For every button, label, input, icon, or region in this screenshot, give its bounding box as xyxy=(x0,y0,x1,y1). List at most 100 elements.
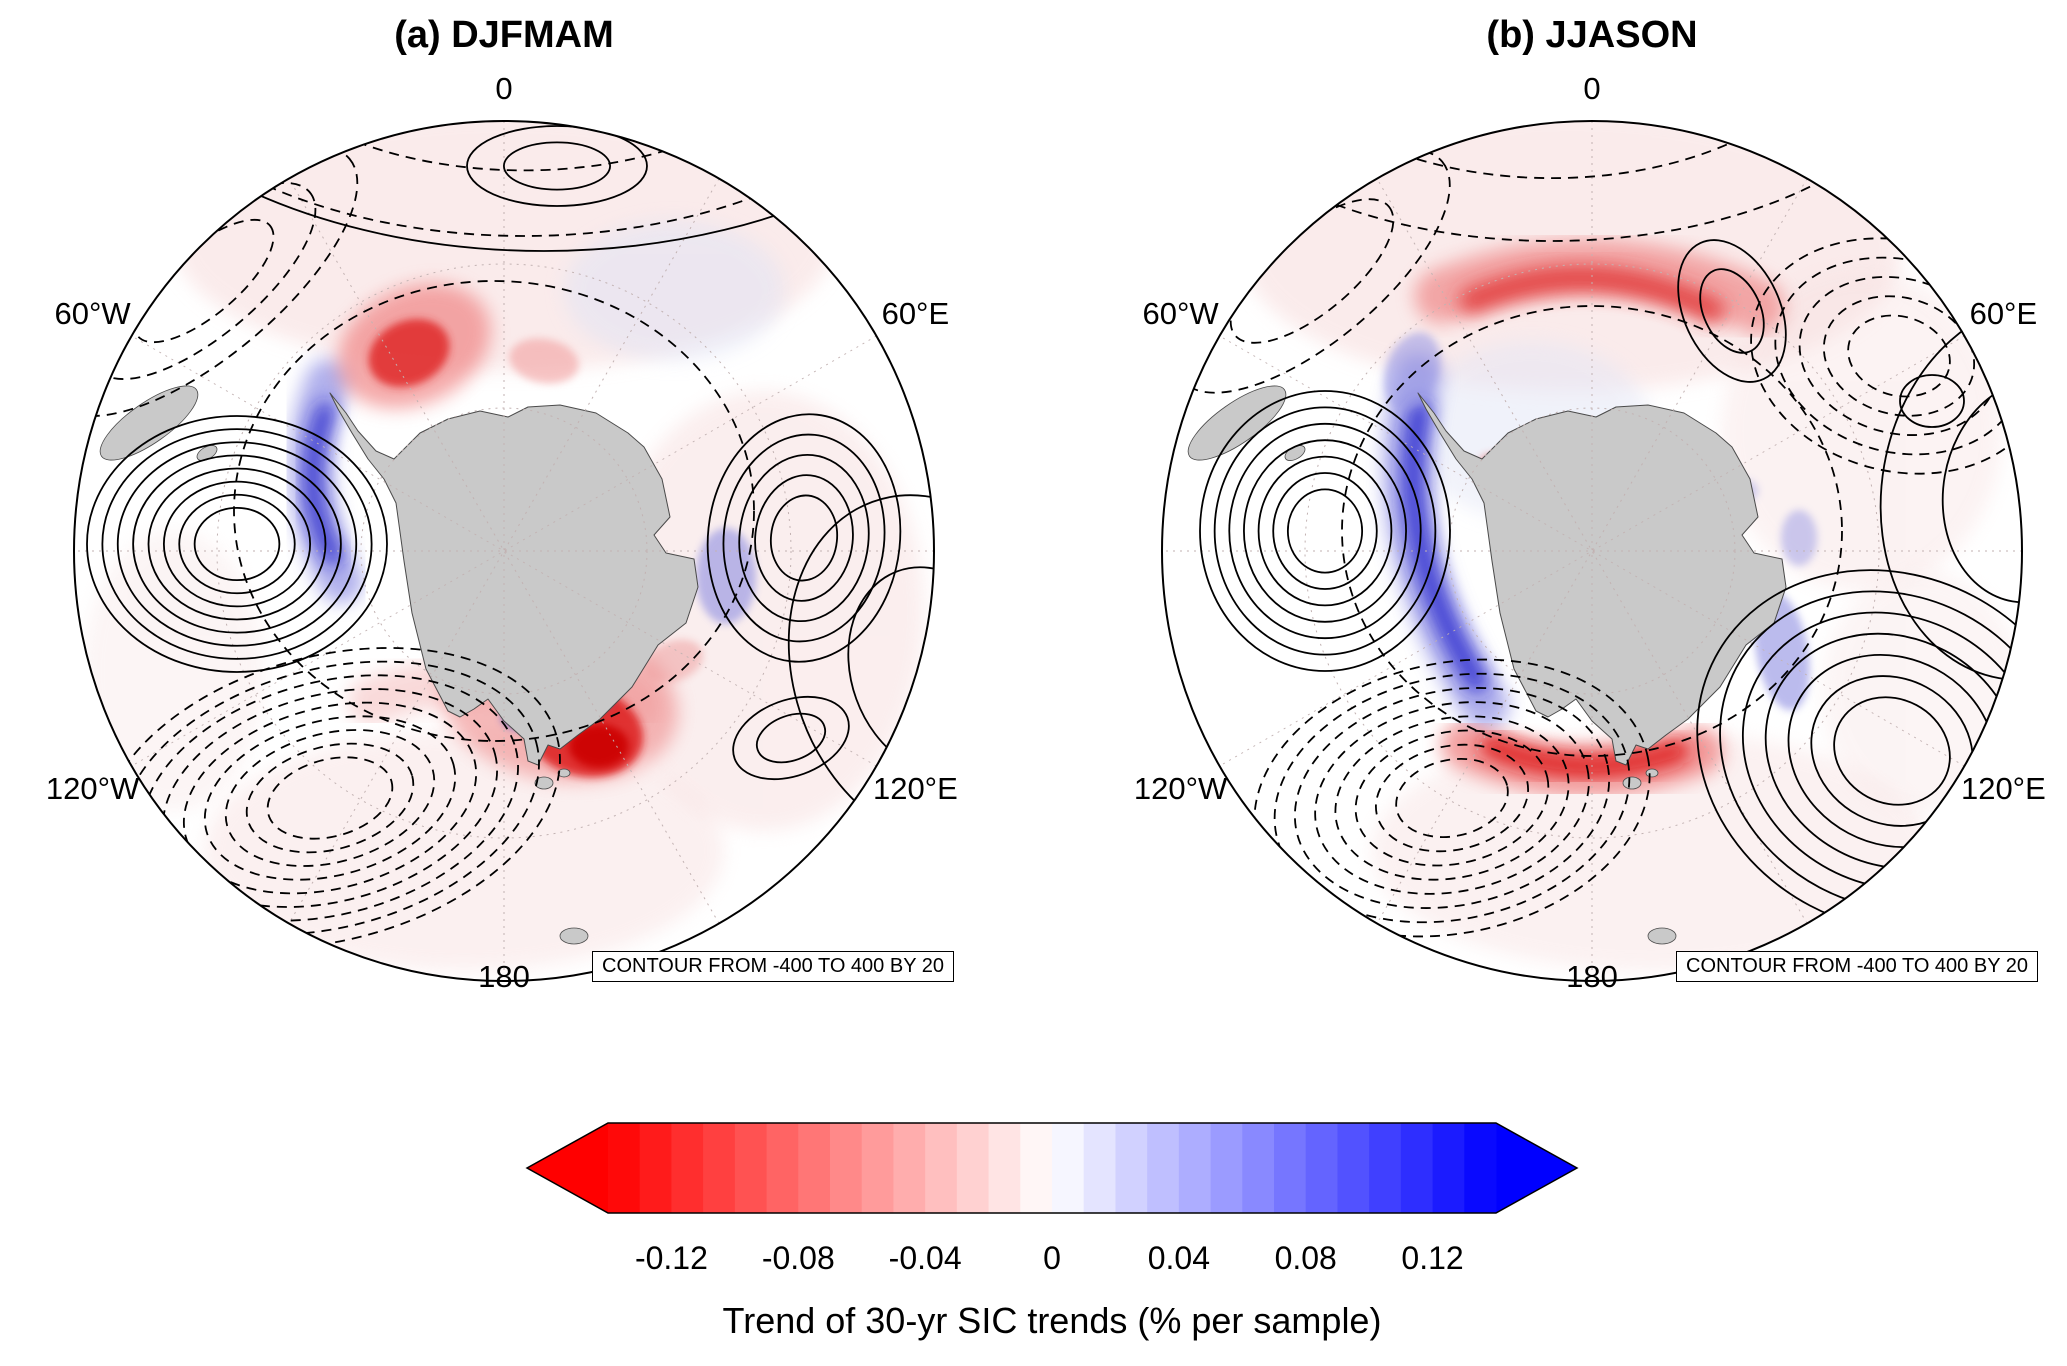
island-landmass xyxy=(99,385,199,461)
colorbar-cell xyxy=(1464,1123,1497,1213)
contour-line-solid xyxy=(1228,422,1422,640)
map-panel-b xyxy=(1162,121,2022,981)
colorbar-tick-label: 0.12 xyxy=(1401,1240,1464,1276)
colorbar-cell xyxy=(608,1123,641,1213)
shading-tint xyxy=(564,221,784,361)
contour-line-dashed xyxy=(266,756,394,840)
colorbar-tick-label: -0.04 xyxy=(888,1240,962,1276)
panel-title-b: (b) JJASON xyxy=(1486,14,1698,56)
map-panel-a xyxy=(74,121,934,981)
lon-label-0-0: 0 xyxy=(495,71,513,106)
colorbar xyxy=(525,1122,1579,1214)
shading-blob xyxy=(569,724,629,768)
contour-line-solid xyxy=(74,121,934,252)
contour-line-dashed xyxy=(103,121,934,237)
contour-line-solid xyxy=(847,566,934,776)
colorbar-cell xyxy=(1083,1123,1116,1213)
contour-note-a: CONTOUR FROM -400 TO 400 BY 20 xyxy=(592,951,954,982)
island-landmass xyxy=(1622,776,1642,790)
contour-line-dashed xyxy=(203,715,457,881)
lon-label-0-3: 180 xyxy=(478,959,530,994)
colorbar-cell xyxy=(830,1123,863,1213)
lon-label-1-0: 0 xyxy=(1583,71,1601,106)
contour-line-solid xyxy=(1879,301,2022,681)
contour-line-dashed xyxy=(141,674,519,922)
colorbar-cell xyxy=(1305,1123,1338,1213)
contour-line-solid xyxy=(738,453,870,623)
map-boundary-circle xyxy=(73,120,935,982)
contour-line-dashed xyxy=(91,182,317,380)
colorbar-ticks: -0.12 -0.08 -0.04 0 0.04 0.08 0.12 xyxy=(0,1240,2067,1284)
contour-line-solid xyxy=(147,467,327,621)
colorbar-cell xyxy=(861,1123,894,1213)
contour-line-solid xyxy=(86,415,388,673)
shading-tint xyxy=(1372,731,1932,971)
contour-line-solid xyxy=(722,433,886,643)
contour-line-dashed xyxy=(1847,314,1951,398)
contour-line-solid xyxy=(1899,374,1965,428)
contour-line-solid xyxy=(178,493,296,595)
contour-line-dashed xyxy=(1750,237,2022,475)
lon-label-0-5: 60°W xyxy=(54,295,131,331)
contour-line-dashed xyxy=(1822,295,1976,417)
lon-label-1-1: 60°E xyxy=(1969,295,2038,331)
contour-line-solid xyxy=(1286,488,1364,574)
lon-label-0-4: 120°W xyxy=(45,770,140,806)
shading-band xyxy=(1459,265,1725,324)
colorbar-cell xyxy=(703,1123,736,1213)
graticule-latitude-circle xyxy=(1304,263,1880,839)
shading-tint xyxy=(204,731,724,971)
antarctica-landmass xyxy=(1417,392,1787,766)
contour-note-b: CONTOUR FROM -400 TO 400 BY 20 xyxy=(1676,951,2038,982)
contour-line-solid xyxy=(116,441,358,647)
contour-line-solid xyxy=(1677,239,1787,383)
contour-line-solid xyxy=(503,141,611,191)
contour-line-dashed xyxy=(1341,305,1843,757)
colorbar-cell xyxy=(1369,1123,1402,1213)
colorbar-tick-label: -0.08 xyxy=(761,1240,835,1276)
shading-tint xyxy=(1722,271,2002,591)
colorbar-cell xyxy=(1178,1123,1212,1213)
shading-tint xyxy=(84,531,264,811)
shading-blob xyxy=(1781,510,1817,566)
colorbar-cell xyxy=(925,1123,958,1213)
contour-line-solid xyxy=(132,454,342,634)
contour-line-solid xyxy=(193,506,281,582)
contour-line-dashed xyxy=(233,280,755,742)
island-landmass xyxy=(1647,927,1677,945)
contour-line-dashed xyxy=(1375,743,1529,853)
contour-line-solid xyxy=(1719,590,2022,912)
contour-line-dashed xyxy=(1354,729,1550,867)
contour-line-solid xyxy=(101,428,373,660)
lon-label-0-1: 60°E xyxy=(881,295,950,331)
colorbar-left-arrow xyxy=(527,1123,608,1213)
contour-line-solid xyxy=(1696,569,2022,933)
contour-line-solid xyxy=(1199,390,1451,672)
colorbar-tick-label: 0.04 xyxy=(1147,1240,1210,1276)
contour-line-solid xyxy=(732,695,850,781)
colorbar-cell xyxy=(1210,1123,1243,1213)
lon-label-0-2: 120°E xyxy=(872,770,958,806)
contour-line-dashed xyxy=(1395,757,1509,839)
map-boundary-circle xyxy=(1161,120,2023,982)
colorbar-caption: Trend of 30-yr SIC trends (% per sample) xyxy=(722,1300,1382,1341)
contour-line-solid xyxy=(1257,455,1393,607)
contour-line-dashed xyxy=(1260,121,1844,180)
colorbar-cell xyxy=(734,1123,768,1213)
contour-line-dashed xyxy=(245,742,415,854)
contour-line-solid xyxy=(754,474,854,602)
contour-line-dashed xyxy=(162,688,498,908)
colorbar-cell xyxy=(798,1123,831,1213)
contour-line-solid xyxy=(466,125,648,207)
island-landmass xyxy=(557,768,571,778)
lon-label-1-4: 120°W xyxy=(1133,770,1228,806)
colorbar-cell xyxy=(1337,1123,1370,1213)
island-landmass xyxy=(559,927,589,945)
shading-band xyxy=(1480,734,1689,778)
colorbar-cell xyxy=(766,1123,799,1213)
colorbar-cell xyxy=(1147,1123,1180,1213)
contour-line-dashed xyxy=(1334,715,1570,881)
colorbar-tick-label: 0 xyxy=(1043,1240,1061,1276)
contour-line-solid xyxy=(1243,439,1407,623)
